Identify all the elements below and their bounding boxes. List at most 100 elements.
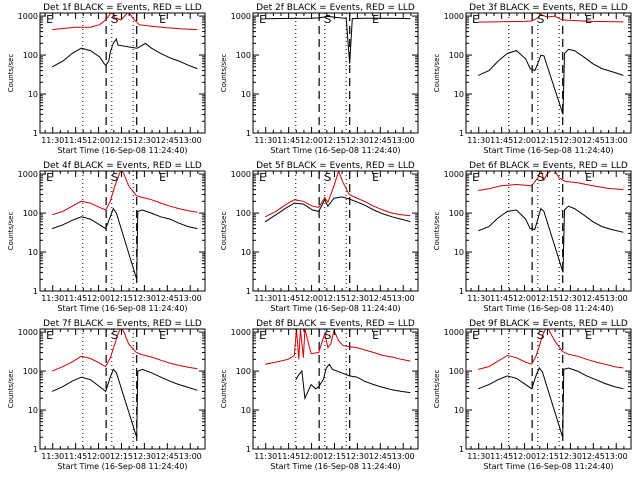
- plot-frame: [465, 328, 632, 450]
- y-axis-label: Counts/sec: [220, 370, 228, 409]
- x-tick-label: 12:00: [87, 136, 110, 145]
- x-tick-label: 12:45: [369, 294, 392, 303]
- events-series-line: [478, 367, 624, 438]
- lld-series-line: [52, 171, 198, 216]
- plot-frame: [252, 170, 419, 292]
- y-tick-label: 1: [33, 445, 38, 454]
- end-marker-label: E: [472, 13, 479, 26]
- events-series-line: [51, 368, 198, 438]
- start-marker-label: S: [324, 329, 331, 342]
- x-tick-label: 12:15: [323, 294, 346, 303]
- y-axis-label: Counts/sec: [433, 54, 441, 93]
- panel-title: Det 4f BLACK = Events, RED = LLD: [43, 161, 202, 171]
- y-tick-label: 100: [449, 367, 464, 376]
- y-tick-label: 10: [454, 406, 464, 415]
- y-tick-label: 1000: [444, 328, 464, 337]
- x-tick-label: 11:30: [41, 452, 64, 461]
- panel-title: Det 1f BLACK = Events, RED = LLD: [43, 3, 202, 13]
- start-marker-label: S: [537, 329, 544, 342]
- plot-frame: [252, 328, 419, 450]
- x-tick-label: 12:45: [156, 136, 179, 145]
- x-tick-label: 12:00: [300, 452, 323, 461]
- x-tick-label: 12:15: [110, 136, 133, 145]
- plot-frame: [465, 12, 632, 134]
- x-tick-label: 12:00: [300, 136, 323, 145]
- y-tick-label: 100: [449, 51, 464, 60]
- y-tick-label: 100: [23, 367, 38, 376]
- x-tick-label: 12:45: [582, 294, 605, 303]
- end-marker-label: E: [159, 13, 166, 26]
- x-tick-label: 12:00: [513, 452, 536, 461]
- start-marker-label: S: [324, 13, 331, 26]
- lld-series-line: [265, 329, 411, 365]
- x-tick-label: 11:45: [277, 136, 300, 145]
- x-tick-label: 12:00: [513, 294, 536, 303]
- y-axis-label: Counts/sec: [433, 370, 441, 409]
- end-marker-label: E: [46, 329, 53, 342]
- x-tick-label: 12:30: [559, 136, 582, 145]
- panel-3: Det 3f BLACK = Events, RED = LLD 1 10 100 10…: [433, 3, 632, 155]
- y-tick-label: 1000: [18, 170, 38, 179]
- x-tick-label: 12:30: [133, 294, 156, 303]
- x-tick-label: 12:45: [582, 452, 605, 461]
- y-axis-label: Counts/sec: [220, 212, 228, 251]
- y-tick-label: 1: [459, 287, 464, 296]
- x-tick-label: 12:45: [156, 452, 179, 461]
- x-tick-label: 12:00: [513, 136, 536, 145]
- y-tick-label: 100: [449, 209, 464, 218]
- x-axis-label: Start Time (16-Sep-08 11:24:40): [483, 462, 613, 471]
- x-tick-label: 11:45: [277, 294, 300, 303]
- end-marker-label: E: [585, 171, 592, 184]
- x-tick-label: 12:00: [87, 452, 110, 461]
- x-tick-label: 12:30: [559, 452, 582, 461]
- x-tick-label: 11:45: [64, 136, 87, 145]
- lld-series-line: [478, 171, 624, 191]
- panel-title: Det 7f BLACK = Events, RED = LLD: [43, 319, 202, 329]
- end-marker-label: E: [585, 13, 592, 26]
- y-tick-label: 1000: [18, 328, 38, 337]
- start-marker-label: S: [111, 171, 118, 184]
- x-tick-label: 13:00: [179, 136, 202, 145]
- x-tick-label: 12:00: [87, 294, 110, 303]
- end-marker-label: E: [46, 171, 53, 184]
- x-tick-label: 11:45: [490, 452, 513, 461]
- x-tick-label: 12:45: [156, 294, 179, 303]
- x-axis-label: Start Time (16-Sep-08 11:24:40): [270, 304, 400, 313]
- y-tick-label: 1000: [444, 12, 464, 21]
- panel-title: Det 2f BLACK = Events, RED = LLD: [256, 3, 415, 13]
- x-tick-label: 12:45: [369, 136, 392, 145]
- x-tick-label: 13:00: [605, 452, 628, 461]
- end-marker-label: E: [472, 171, 479, 184]
- panel-title: Det 6f BLACK = Events, RED = LLD: [469, 161, 628, 171]
- end-marker-label: E: [259, 329, 266, 342]
- y-tick-label: 10: [454, 90, 464, 99]
- x-tick-label: 12:45: [369, 452, 392, 461]
- panel-7: Det 7f BLACK = Events, RED = LLD 1 10 100 10…: [7, 319, 206, 471]
- panel-title: Det 3f BLACK = Events, RED = LLD: [469, 3, 628, 13]
- end-marker-label: E: [46, 13, 53, 26]
- x-axis-label: Start Time (16-Sep-08 11:24:40): [57, 304, 187, 313]
- y-tick-label: 1: [246, 445, 251, 454]
- end-marker-label: E: [372, 13, 379, 26]
- x-tick-label: 11:30: [41, 294, 64, 303]
- y-tick-label: 1: [33, 287, 38, 296]
- x-tick-label: 12:30: [559, 294, 582, 303]
- plot-frame: [465, 170, 632, 292]
- x-tick-label: 12:30: [133, 452, 156, 461]
- plot-frame: [39, 328, 206, 450]
- x-tick-label: 12:30: [346, 294, 369, 303]
- x-tick-label: 13:00: [392, 136, 415, 145]
- panel-1: Det 1f BLACK = Events, RED = LLD 1 10 100 10…: [7, 3, 206, 155]
- end-marker-label: E: [159, 171, 166, 184]
- start-marker-label: S: [537, 13, 544, 26]
- x-tick-label: 12:45: [582, 136, 605, 145]
- x-tick-label: 11:30: [254, 294, 277, 303]
- x-tick-label: 11:45: [64, 452, 87, 461]
- lld-series-line: [478, 13, 624, 23]
- panel-title: Det 5f BLACK = Events, RED = LLD: [256, 161, 415, 171]
- plot-frame: [252, 12, 419, 134]
- x-tick-label: 13:00: [605, 136, 628, 145]
- x-tick-label: 12:15: [536, 452, 559, 461]
- panel-title: Det 8f BLACK = Events, RED = LLD: [256, 319, 415, 329]
- y-tick-label: 10: [28, 90, 38, 99]
